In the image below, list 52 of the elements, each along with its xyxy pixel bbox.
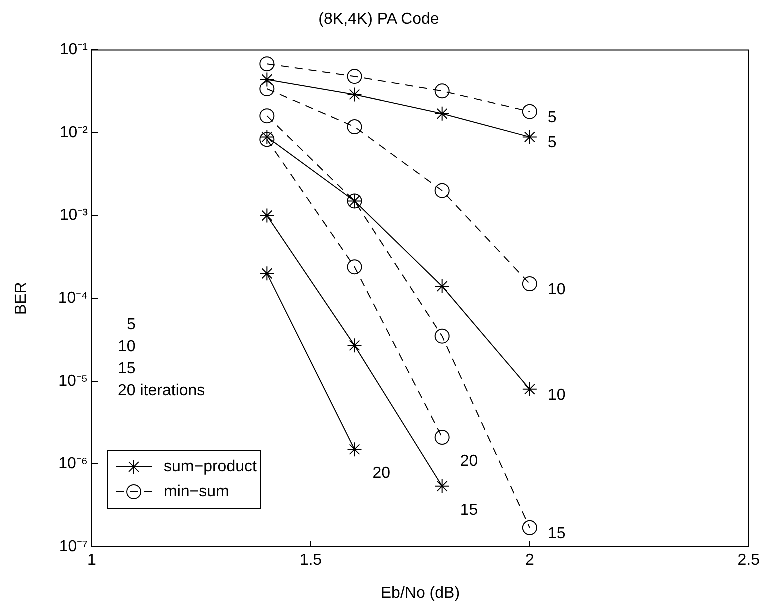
point [347, 442, 362, 458]
point [522, 520, 538, 536]
y-tick-label: 10⁻⁶ [58, 456, 88, 473]
point [434, 430, 450, 446]
annotation: 20 [372, 465, 391, 482]
x-axis-title: Eb/No (dB) [380, 584, 460, 602]
point [260, 266, 275, 282]
annotation: 5 [548, 109, 557, 126]
point [260, 108, 275, 124]
legend-label: min−sum [164, 483, 230, 500]
annotation: 20 [460, 452, 478, 470]
y-tick-label: 10⁻⁴ [58, 290, 88, 308]
point [347, 69, 362, 84]
annotation: 5 [127, 316, 136, 334]
y-tick-label: 10⁻⁷ [59, 538, 88, 556]
annotation: 15 [118, 360, 136, 378]
point [260, 81, 275, 96]
annotation: 10 [548, 386, 566, 404]
point [347, 87, 362, 102]
point [260, 208, 275, 224]
point [260, 56, 275, 72]
point [522, 382, 538, 397]
point [434, 84, 450, 99]
chart-title: (8K,4K) PA Code [318, 11, 440, 28]
annotation: 20 iterations [118, 382, 206, 400]
x-tick-label: 2.5 [738, 552, 760, 570]
point [347, 338, 362, 354]
annotation: 10 [118, 338, 136, 356]
point [434, 478, 450, 494]
y-tick-label: 10⁻² [60, 124, 89, 142]
point [347, 120, 362, 135]
x-tick-label: 1.5 [300, 552, 322, 570]
y-tick-label: 10⁻⁵ [58, 372, 88, 390]
legend-label: sum−product [164, 458, 258, 476]
point [522, 276, 538, 292]
point [522, 130, 538, 145]
point [434, 279, 450, 294]
annotation: 10 [548, 281, 566, 298]
annotation: 15 [548, 525, 566, 542]
point [434, 328, 450, 344]
y-axis-title: BER [13, 282, 30, 316]
point [260, 72, 275, 88]
point [434, 106, 450, 122]
annotation: 15 [460, 502, 478, 519]
y-tick-label: 10⁻³ [60, 207, 89, 224]
x-tick-label: 2 [525, 552, 534, 570]
point [347, 260, 362, 275]
x-tick-label: 1 [88, 552, 97, 570]
point [434, 183, 450, 198]
annotation: 5 [548, 134, 557, 152]
y-tick-label: 10⁻¹ [60, 42, 88, 59]
point [522, 104, 538, 120]
